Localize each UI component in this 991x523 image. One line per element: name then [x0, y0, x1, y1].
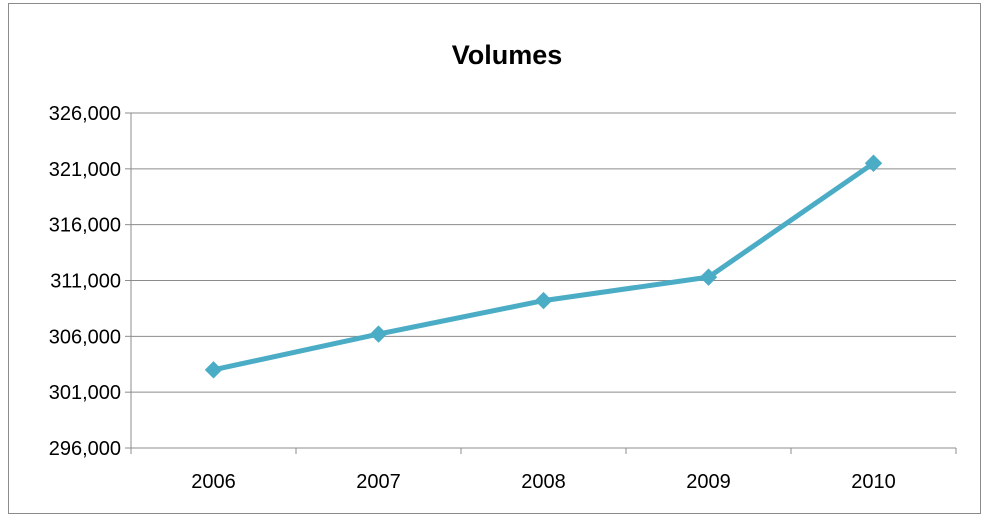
- y-tick-label: 326,000: [49, 103, 121, 125]
- y-axis-ticks: 296,000 301,000 306,000 311,000 316,000 321,0…: [49, 103, 121, 460]
- chart-frame: [8, 3, 981, 514]
- y-tick-label: 321,000: [49, 159, 121, 181]
- y-tick-label: 316,000: [49, 215, 121, 237]
- data-point-marker: [204, 361, 223, 379]
- x-tick-label: 2006: [191, 471, 236, 493]
- y-tick-label: 306,000: [49, 326, 121, 348]
- y-tick-label: 301,000: [49, 382, 121, 404]
- data-point-marker: [699, 268, 718, 286]
- y-tick-label: 311,000: [50, 271, 121, 293]
- axes: [125, 112, 957, 454]
- chart-title: Volumes: [452, 40, 563, 70]
- y-tick-label: 296,000: [49, 438, 121, 460]
- x-tick-label: 2010: [851, 471, 896, 493]
- data-point-marker: [864, 154, 883, 172]
- series: [204, 154, 883, 379]
- x-axis-ticks: 2006 2007 2008 2009 2010: [191, 471, 896, 493]
- series-line: [211, 160, 876, 373]
- data-point-marker: [534, 291, 553, 310]
- x-tick-label: 2009: [686, 471, 731, 493]
- gridlines: [131, 112, 956, 393]
- x-tick-label: 2007: [356, 471, 401, 493]
- data-point-marker: [369, 325, 388, 343]
- x-tick-label: 2008: [521, 471, 566, 493]
